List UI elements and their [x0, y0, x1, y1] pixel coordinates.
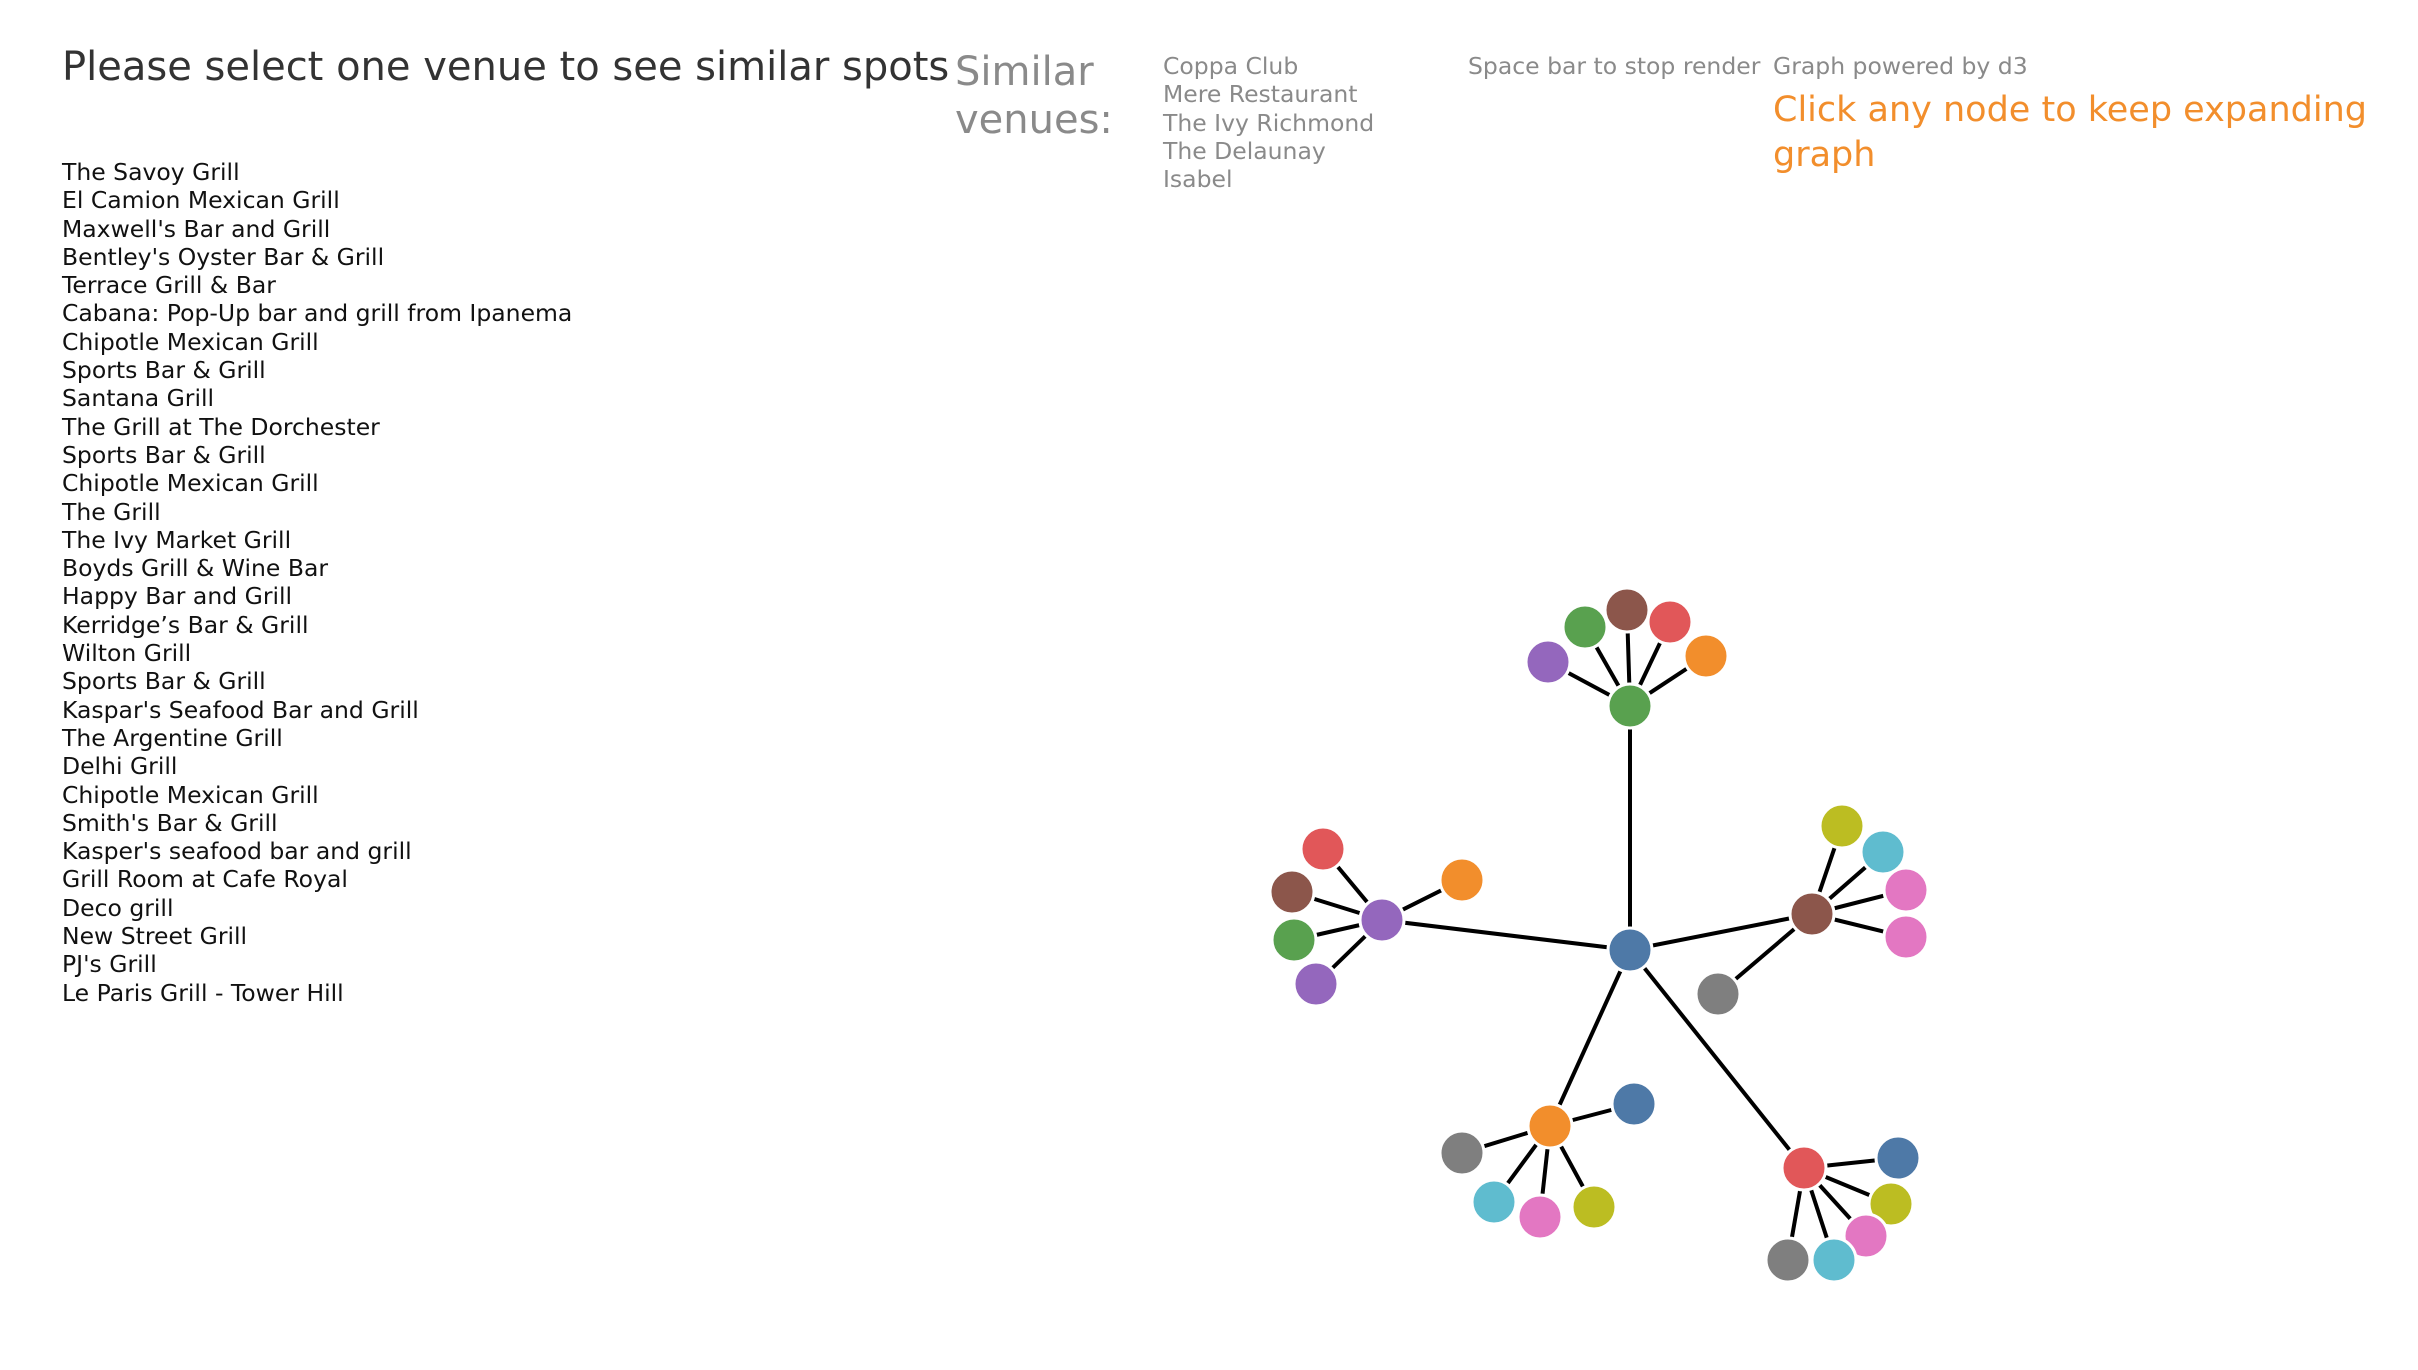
venue-item[interactable]: Smith's Bar & Grill	[62, 808, 278, 837]
venue-item[interactable]: The Savoy Grill	[62, 158, 240, 186]
graph-leaf-node[interactable]	[1874, 1134, 1922, 1182]
venue-item[interactable]: Boyds Grill & Wine Bar	[62, 554, 329, 583]
graph-leaf-node[interactable]	[1859, 828, 1907, 876]
graph-hub-node[interactable]	[1358, 896, 1406, 944]
graph-leaf-node[interactable]	[1818, 802, 1866, 850]
graph-leaf-node[interactable]	[1438, 856, 1486, 904]
graph-leaf-node[interactable]	[1646, 598, 1694, 646]
similar-venue-item: Mere Restaurant	[1163, 80, 1358, 109]
page-title: Please select one venue to see similar s…	[62, 44, 950, 90]
venue-item[interactable]: Sports Bar & Grill	[62, 667, 266, 696]
graph-leaf-node[interactable]	[1610, 1080, 1658, 1128]
graph-leaf-node[interactable]	[1842, 1212, 1890, 1260]
venue-item[interactable]: Kasper's seafood bar and grill	[62, 837, 412, 866]
graph-hub-node[interactable]	[1526, 1102, 1574, 1150]
similar-venue-item: The Delaunay	[1163, 136, 1326, 165]
venue-item[interactable]: Chipotle Mexican Grill	[62, 327, 319, 356]
venue-item[interactable]: Terrace Grill & Bar	[62, 271, 276, 300]
graph-leaf-node[interactable]	[1764, 1236, 1812, 1284]
graph-hub-node[interactable]	[1780, 1144, 1828, 1192]
graph-leaf-node[interactable]	[1268, 868, 1316, 916]
venue-item[interactable]: Le Paris Grill - Tower Hill	[62, 978, 344, 1007]
venue-list: The Savoy Grill El Camion Mexican Grill Ma…	[62, 158, 572, 1007]
graph-leaf-node[interactable]	[1516, 1193, 1564, 1241]
similar-venue-item: Isabel	[1163, 165, 1233, 194]
graph-credit: Graph powered by d3	[1773, 52, 2028, 80]
graph-leaf-node[interactable]	[1524, 638, 1572, 686]
graph-nodes[interactable]	[1268, 586, 1930, 1284]
graph-leaf-node[interactable]	[1299, 825, 1347, 873]
graph-hub-node[interactable]	[1606, 682, 1654, 730]
venue-item[interactable]: Chipotle Mexican Grill	[62, 780, 319, 809]
venue-item[interactable]: The Grill	[62, 497, 161, 526]
venue-item[interactable]: Chipotle Mexican Grill	[62, 469, 319, 498]
graph-leaf-node[interactable]	[1882, 866, 1930, 914]
graph-leaf-node[interactable]	[1561, 603, 1609, 651]
graph-leaf-node[interactable]	[1882, 913, 1930, 961]
graph-leaf-node[interactable]	[1682, 632, 1730, 680]
venue-item[interactable]: New Street Grill	[62, 922, 248, 951]
venue-item[interactable]: Cabana: Pop-Up bar and grill from Ipanem…	[62, 299, 573, 328]
graph-leaf-node[interactable]	[1438, 1129, 1486, 1177]
graph-leaf-node[interactable]	[1867, 1180, 1915, 1228]
venue-item[interactable]: Wilton Grill	[62, 639, 192, 668]
venue-item[interactable]: Santana Grill	[62, 384, 215, 413]
similar-venues-list: Coppa Club Mere Restaurant The Ivy Richmon…	[1163, 52, 1374, 193]
expand-graph-instruction: Click any node to keep expanding graph	[1773, 90, 2367, 175]
venue-item[interactable]: Deco grill	[62, 893, 174, 922]
graph-edge	[1548, 949, 1632, 1127]
venue-item[interactable]: The Grill at The Dorchester	[62, 412, 380, 441]
graph-leaf-node[interactable]	[1694, 970, 1742, 1018]
venue-item[interactable]: El Camion Mexican Grill	[62, 186, 340, 215]
stop-render-hint: Space bar to stop render	[1468, 52, 1761, 80]
similar-venue-item: The Ivy Richmond	[1163, 108, 1375, 137]
graph-leaf-node[interactable]	[1292, 960, 1340, 1008]
graph-leaf-node[interactable]	[1603, 586, 1651, 634]
venue-item[interactable]: Kerridge’s Bar & Grill	[62, 610, 309, 639]
graph-leaf-node[interactable]	[1570, 1183, 1618, 1231]
venue-item[interactable]: Bentley's Oyster Bar & Grill	[62, 242, 385, 271]
venue-item[interactable]: Kaspar's Seafood Bar and Grill	[62, 695, 419, 724]
graph-hub-node[interactable]	[1788, 890, 1836, 938]
venue-item[interactable]: PJ's Grill	[62, 950, 157, 979]
graph-leaf-node[interactable]	[1810, 1236, 1858, 1284]
graph-leaf-node[interactable]	[1270, 916, 1318, 964]
venue-item[interactable]: Delhi Grill	[62, 752, 178, 781]
venue-item[interactable]: Sports Bar & Grill	[62, 440, 266, 469]
venue-item[interactable]: Maxwell's Bar and Grill	[62, 214, 331, 243]
venue-item[interactable]: The Argentine Grill	[62, 723, 283, 752]
venue-item[interactable]: Grill Room at Cafe Royal	[62, 865, 348, 894]
venue-item[interactable]: Happy Bar and Grill	[62, 582, 293, 611]
graph-leaf-node[interactable]	[1470, 1178, 1518, 1226]
venue-item[interactable]: Sports Bar & Grill	[62, 356, 266, 385]
venue-item[interactable]: The Ivy Market Grill	[62, 525, 292, 554]
graph-root-node[interactable]	[1606, 926, 1654, 974]
graph-edge	[1628, 948, 1806, 1170]
similar-venues-heading: Similar venues:	[955, 49, 1113, 143]
graph-edge	[1381, 918, 1631, 952]
similar-venue-item: Coppa Club	[1163, 52, 1299, 80]
graph-edge	[1629, 912, 1813, 952]
